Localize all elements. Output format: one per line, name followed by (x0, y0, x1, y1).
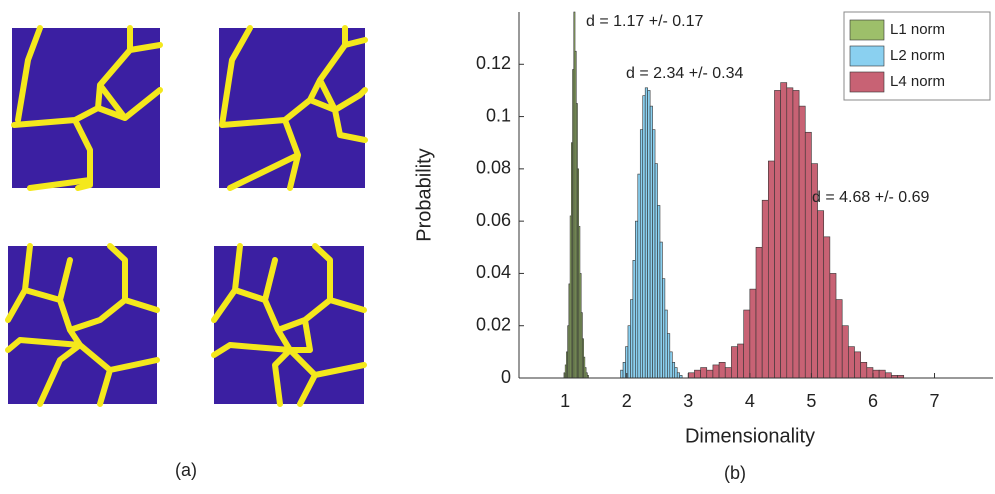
panel-a-images (8, 28, 365, 404)
bar (688, 373, 694, 378)
y-tick-label: 0.1 (486, 105, 511, 125)
bar (655, 164, 657, 378)
bar (670, 352, 672, 378)
bar (633, 260, 635, 378)
bar (805, 132, 811, 378)
x-tick-label: 1 (560, 391, 570, 411)
bar (799, 106, 805, 378)
legend-label: L4 norm (890, 73, 945, 90)
annotation: d = 2.34 +/- 0.34 (626, 65, 744, 82)
bar (660, 242, 662, 378)
panel-label: (a) (175, 460, 197, 480)
bar (628, 326, 630, 378)
bar (762, 200, 768, 378)
x-axis-label: Dimensionality (685, 425, 815, 447)
bar (635, 221, 637, 378)
bar (621, 370, 623, 378)
bar (677, 373, 679, 378)
bar (824, 237, 830, 378)
bar (707, 370, 713, 378)
bar (793, 90, 799, 378)
x-tick-label: 4 (745, 391, 755, 411)
y-tick-label: 0.06 (476, 210, 511, 230)
y-axis-label: Probability (413, 148, 435, 241)
bar (675, 368, 677, 378)
bar (667, 334, 669, 378)
bar (719, 362, 725, 378)
bar (653, 130, 655, 378)
bar (867, 368, 873, 378)
bar (648, 90, 650, 378)
bar (885, 373, 891, 378)
legend-label: L1 norm (890, 21, 945, 38)
bar (643, 96, 645, 378)
bar (861, 362, 867, 378)
annotation: d = 1.17 +/- 0.17 (586, 13, 704, 30)
bar (879, 370, 885, 378)
annotation: d = 4.68 +/- 0.69 (812, 189, 930, 206)
bar (750, 289, 756, 378)
y-tick-label: 0 (501, 367, 511, 387)
y-tick-label: 0.12 (476, 53, 511, 73)
legend-swatch (850, 72, 884, 92)
bar (658, 205, 660, 378)
bar (725, 368, 731, 378)
x-tick-label: 6 (868, 391, 878, 411)
bar (781, 83, 787, 378)
page: {"chart_data": {"type": "histogram", "xl… (0, 0, 995, 494)
y-tick-label: 0.04 (476, 262, 511, 282)
bar (672, 362, 674, 378)
bar (818, 211, 824, 378)
figure: (a) (b) Dimensionality Probability 0 0.02… (0, 0, 995, 494)
x-tick-label: 2 (622, 391, 632, 411)
bar (873, 370, 879, 378)
bar (830, 273, 836, 378)
bar (694, 370, 700, 378)
x-tick-label: 5 (806, 391, 816, 411)
legend-label: L2 norm (890, 47, 945, 64)
bar (738, 344, 744, 378)
panel-label: (b) (724, 463, 746, 483)
legend-swatch (850, 46, 884, 66)
bar (756, 247, 762, 378)
legend-swatch (850, 20, 884, 40)
bar (713, 365, 719, 378)
bar (630, 300, 632, 378)
y-tick-label: 0.08 (476, 158, 511, 178)
bar (665, 310, 667, 378)
bar (744, 310, 750, 378)
bar (842, 326, 848, 378)
bar (854, 352, 860, 378)
x-tick-label: 7 (930, 391, 940, 411)
bar (768, 161, 774, 378)
y-tick-label: 0.02 (476, 314, 511, 334)
bar (640, 130, 642, 378)
bar (731, 347, 737, 378)
x-tick-label: 3 (683, 391, 693, 411)
bar (848, 347, 854, 378)
bar (662, 279, 664, 378)
bar (645, 88, 647, 378)
bar (836, 300, 842, 378)
bar (787, 88, 793, 378)
bar (650, 106, 652, 378)
bar (774, 90, 780, 378)
bar (623, 362, 625, 378)
bar (638, 174, 640, 378)
bar (701, 368, 707, 378)
